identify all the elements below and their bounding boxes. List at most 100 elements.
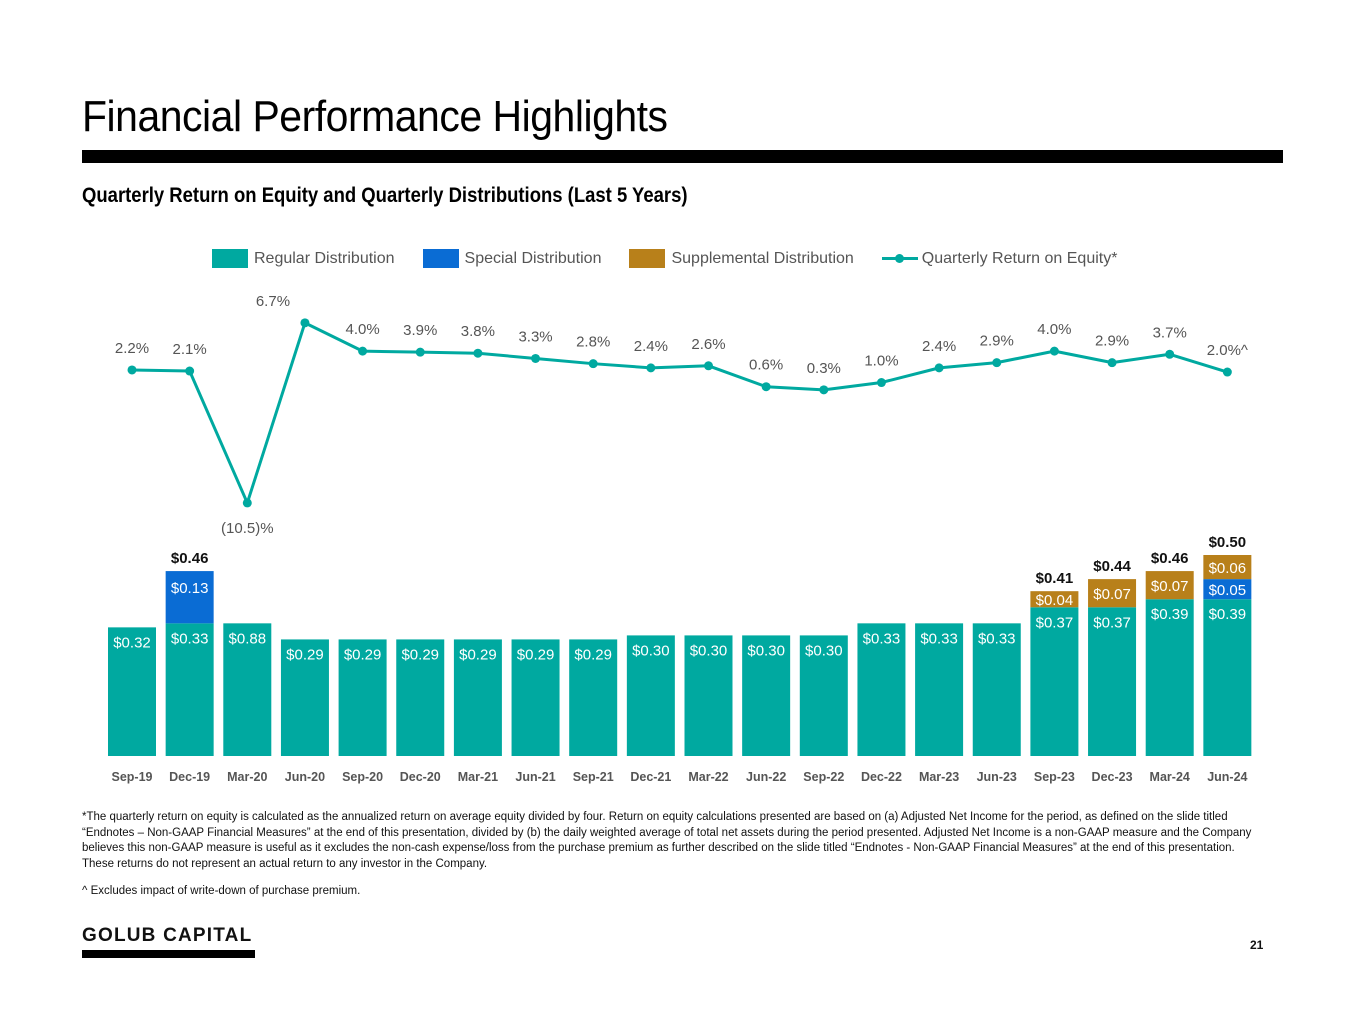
bar-regular: [1030, 607, 1079, 756]
bar-special: [1203, 579, 1252, 600]
bar-label-regular: $0.29: [517, 646, 555, 663]
roe-point: [819, 385, 829, 395]
chart-legend: Regular Distribution Special Distributio…: [212, 249, 1145, 268]
golub-capital-logo: GOLUB CAPITAL: [82, 925, 253, 946]
bar-regular: [972, 623, 1021, 756]
roe-point: [473, 348, 483, 358]
roe-data-label: 2.9%: [980, 333, 1014, 350]
legend-regular: Regular Distribution: [212, 249, 395, 268]
bar-label-regular: $0.32: [113, 634, 151, 651]
bar-regular: [1145, 599, 1194, 756]
x-tick-label: Jun-22: [746, 770, 786, 784]
x-tick-label: Sep-21: [573, 770, 614, 784]
x-tick-label: Dec-22: [861, 770, 902, 784]
page-title: Financial Performance Highlights: [82, 92, 668, 141]
x-tick-label: Sep-23: [1034, 770, 1075, 784]
page-number: 21: [1250, 938, 1264, 952]
bar-label-regular: $0.29: [286, 646, 324, 663]
bar-label-regular: $0.39: [1209, 606, 1247, 623]
roe-data-label: 2.6%: [691, 336, 725, 353]
roe-point: [704, 361, 713, 371]
bar-label-regular: $0.29: [401, 646, 439, 663]
roe-data-label: 2.8%: [576, 334, 610, 351]
x-tick-label: Dec-21: [630, 770, 671, 784]
x-tick-label: Jun-21: [515, 770, 555, 784]
legend-line-marker-icon: [881, 249, 918, 268]
x-tick-label: Mar-24: [1150, 770, 1190, 784]
bar-regular: [1088, 607, 1137, 756]
bar-total-label: $0.41: [1036, 570, 1074, 587]
roe-data-label: 3.3%: [518, 328, 552, 345]
roe-point: [992, 358, 1002, 368]
roe-point: [242, 498, 252, 508]
x-tick-label: Mar-22: [688, 770, 728, 784]
bar-label-regular: $0.30: [747, 642, 785, 659]
x-tick-label: Jun-23: [977, 770, 1017, 784]
x-tick-label: Dec-20: [400, 770, 441, 784]
legend-swatch-special: [422, 249, 459, 268]
roe-data-label: 2.0%^: [1207, 342, 1248, 359]
bar-regular: [569, 639, 618, 756]
bar-regular: [223, 623, 272, 756]
bar-label-supplemental: $0.04: [1036, 592, 1074, 609]
roe-data-label: 4.0%: [345, 321, 379, 338]
bar-label-regular: $0.39: [1151, 606, 1189, 623]
bar-regular: [280, 639, 329, 756]
roe-data-label: 3.7%: [1153, 324, 1187, 341]
legend-label-special: Special Distribution: [464, 249, 602, 267]
logo-rule: [82, 950, 255, 958]
bar-regular: [108, 627, 156, 756]
bar-label-regular: $0.88: [229, 630, 267, 647]
roe-data-label: 2.1%: [173, 341, 207, 358]
bar-regular: [626, 635, 675, 756]
roe-data-label: 2.4%: [634, 338, 668, 355]
bar-label-regular: $0.29: [459, 646, 497, 663]
bar-label-special: $0.05: [1209, 582, 1247, 599]
roe-data-label: 0.6%: [749, 357, 783, 374]
roe-data-label: 0.3%: [807, 360, 841, 377]
chart-subtitle: Quarterly Return on Equity and Quarterly…: [82, 184, 688, 207]
bar-label-regular: $0.33: [863, 630, 901, 647]
bar-regular: [742, 635, 791, 756]
bar-total-label: $0.46: [1151, 550, 1189, 567]
bar-label-regular: $0.29: [574, 646, 612, 663]
distribution-roe-chart: $0.32 Sep-19 $0.33 $0.13 $0.46 Dec-19 $0.88 Mar…: [108, 293, 1252, 784]
roe-point: [934, 363, 944, 373]
bar-label-regular: $0.33: [171, 630, 209, 647]
roe-data-label: 4.0%: [1037, 321, 1071, 338]
bar-label-regular: $0.30: [690, 642, 728, 659]
roe-data-label: 3.8%: [461, 323, 495, 340]
bar-label-regular: $0.37: [1036, 614, 1074, 631]
bar-supplemental: [1088, 579, 1137, 608]
roe-point: [761, 382, 771, 392]
roe-point: [1049, 346, 1059, 356]
bar-label-supplemental: $0.06: [1209, 560, 1247, 577]
bar-label-regular: $0.33: [920, 630, 958, 647]
bar-regular: [165, 623, 214, 756]
bar-total-label: $0.44: [1093, 558, 1131, 575]
title-rule: [82, 150, 1283, 163]
x-tick-label: Dec-23: [1092, 770, 1133, 784]
bar-label-regular: $0.30: [805, 642, 843, 659]
roe-point: [876, 378, 886, 388]
legend-label-roe: Quarterly Return on Equity*: [921, 249, 1118, 267]
roe-point: [1107, 358, 1117, 368]
roe-point: [300, 318, 310, 328]
roe-point: [646, 363, 656, 373]
roe-point: [415, 347, 425, 357]
bar-label-regular: $0.37: [1093, 614, 1131, 631]
bar-regular: [511, 639, 560, 756]
bar-total-label: $0.46: [171, 550, 209, 567]
bar-total-label: $0.50: [1209, 534, 1247, 551]
bar-regular: [799, 635, 848, 756]
x-tick-label: Sep-20: [342, 770, 383, 784]
legend-roe: Quarterly Return on Equity*: [881, 249, 1118, 268]
x-tick-label: Mar-20: [227, 770, 267, 784]
bar-regular: [857, 623, 906, 756]
roe-point: [588, 359, 598, 369]
footnote-roe: *The quarterly return on equity is calcu…: [82, 811, 1252, 870]
footnote-caret: ^ Excludes impact of write-down of purch…: [82, 885, 361, 897]
legend-special: Special Distribution: [422, 249, 602, 268]
roe-data-label: 1.0%: [864, 353, 898, 370]
x-tick-label: Jun-20: [285, 770, 325, 784]
